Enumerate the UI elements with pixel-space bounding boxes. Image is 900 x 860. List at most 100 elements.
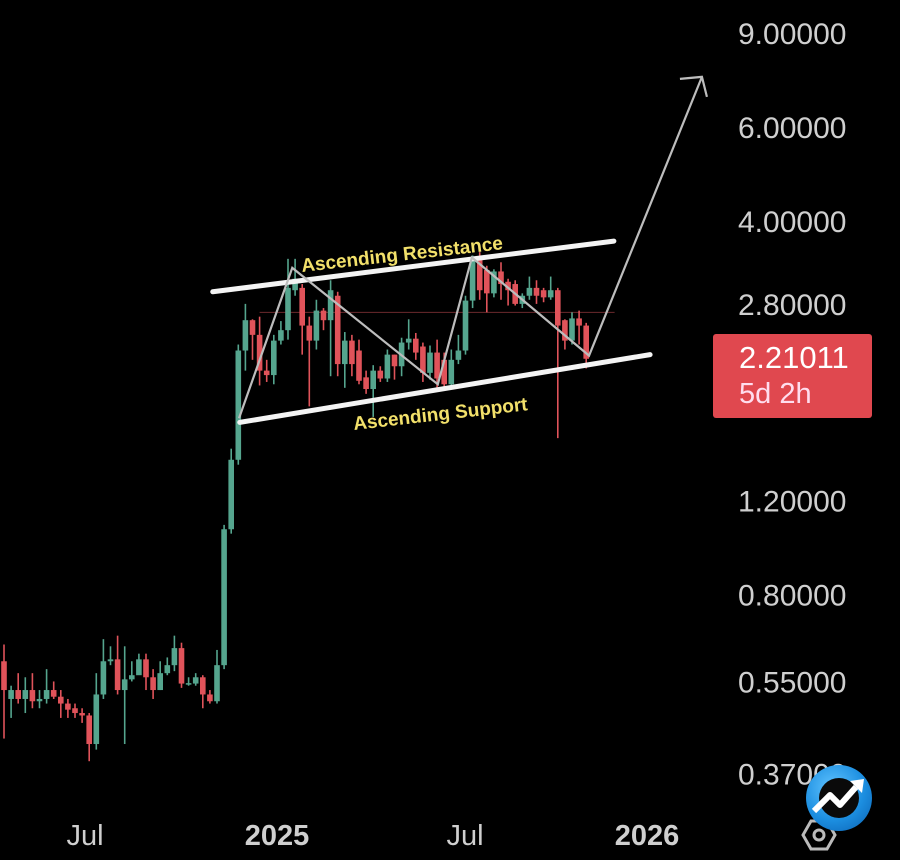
candle-body [72, 708, 78, 714]
candle [363, 370, 369, 394]
candle-body [15, 690, 21, 699]
candle [235, 344, 242, 465]
candle-body [491, 271, 497, 294]
candle [413, 332, 419, 360]
y-tick-label: 0.80000 [738, 580, 846, 613]
candle-body [533, 287, 540, 296]
candle [555, 287, 561, 439]
candle-body [441, 359, 447, 385]
candle [164, 657, 171, 676]
candle [50, 681, 57, 699]
candle-body [342, 340, 348, 365]
candle [207, 690, 213, 704]
candle-body [107, 659, 114, 662]
candle-body [498, 271, 504, 285]
candle-body [405, 338, 412, 343]
candle-body [256, 334, 263, 371]
candle [100, 639, 107, 699]
candle [455, 334, 462, 365]
candle [15, 673, 21, 704]
candle-body [569, 318, 575, 341]
candle-body [583, 325, 589, 359]
x-tick-label: Jul [66, 820, 103, 852]
candle-body [8, 690, 14, 699]
candle-body [547, 290, 554, 298]
x-axis: Jul 2025 Jul 2026 [66, 820, 679, 852]
candle [8, 685, 14, 718]
candle-body [86, 715, 92, 745]
candle-body [235, 350, 242, 460]
candle [36, 690, 43, 709]
y-tick-label: 4.00000 [738, 206, 846, 239]
candle-body [455, 350, 462, 360]
candle [1, 644, 7, 739]
candle-body [299, 287, 305, 326]
candle [114, 635, 121, 695]
candle [384, 349, 391, 382]
candle [58, 690, 64, 718]
candle [292, 258, 298, 296]
candle [420, 342, 426, 382]
candle-body [349, 340, 355, 365]
candle-body [370, 370, 376, 390]
candle [263, 359, 270, 382]
candle-body [228, 459, 234, 530]
candle-body [65, 703, 71, 710]
candle [200, 675, 206, 709]
candle-body [114, 659, 121, 691]
candle [327, 280, 334, 377]
candle-body [58, 696, 64, 704]
chart-app-logo-icon [806, 765, 872, 831]
candle [86, 713, 92, 762]
candle [405, 319, 412, 350]
candle [129, 661, 135, 682]
candle-body [576, 318, 582, 326]
candle [526, 276, 533, 300]
candle [427, 345, 433, 380]
projection-zigzag [237, 76, 703, 419]
candle-body [121, 679, 128, 691]
support-trendline [237, 352, 653, 425]
candle-body [100, 661, 107, 695]
candle-body [79, 713, 85, 716]
candle-body [157, 673, 163, 691]
candle [484, 265, 490, 313]
candle-body [150, 677, 156, 691]
last-price-tag: 2.21011 5d 2h [713, 334, 872, 418]
candle-body [50, 690, 57, 697]
candle [377, 366, 384, 382]
candle [136, 653, 142, 676]
candle [221, 524, 227, 670]
candle-body [192, 677, 199, 684]
y-tick-label: 9.00000 [738, 18, 846, 51]
candle-body [448, 359, 455, 385]
candle-body [278, 330, 284, 341]
y-tick-label: 0.55000 [738, 666, 846, 699]
last-price-value: 2.21011 [739, 340, 849, 375]
candle-body [540, 290, 547, 298]
candle [271, 334, 277, 385]
candle-body [413, 338, 419, 353]
candle-body [356, 350, 362, 381]
candle [185, 677, 192, 686]
settings-hex-icon[interactable] [801, 819, 837, 851]
candle-body [249, 320, 256, 335]
candle-body [93, 694, 100, 745]
candle-body [36, 698, 43, 702]
candle [22, 677, 29, 714]
candle-body [427, 352, 433, 373]
candle-body [178, 648, 185, 684]
candle [349, 334, 355, 377]
candle-body [363, 377, 369, 390]
candle [43, 669, 50, 704]
candle [72, 703, 78, 718]
candle-body [484, 270, 490, 294]
candle-body [242, 320, 249, 351]
candle-body [420, 346, 426, 373]
trend-drawings[interactable] [210, 75, 708, 425]
candle-body [143, 659, 149, 678]
candle-body [306, 325, 313, 341]
candle-body [207, 694, 213, 702]
